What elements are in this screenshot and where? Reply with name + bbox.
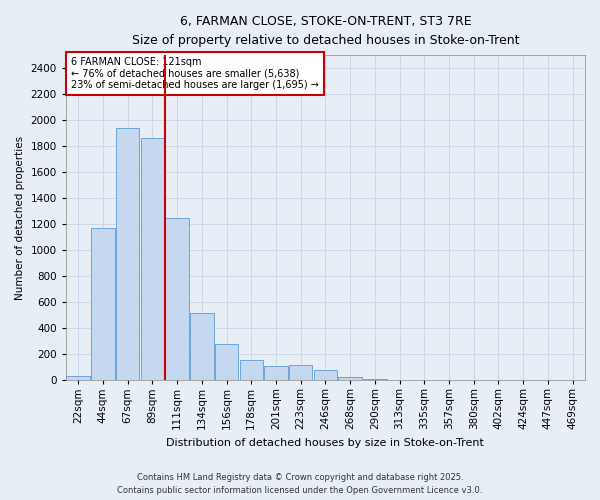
Bar bbox=[314, 370, 337, 380]
Bar bbox=[338, 377, 362, 380]
Text: Contains HM Land Registry data © Crown copyright and database right 2025.
Contai: Contains HM Land Registry data © Crown c… bbox=[118, 474, 482, 495]
Bar bbox=[264, 366, 288, 380]
Bar bbox=[215, 344, 238, 380]
Bar bbox=[289, 365, 313, 380]
Bar bbox=[190, 312, 214, 380]
Y-axis label: Number of detached properties: Number of detached properties bbox=[15, 136, 25, 300]
Text: 6 FARMAN CLOSE: 121sqm
← 76% of detached houses are smaller (5,638)
23% of semi-: 6 FARMAN CLOSE: 121sqm ← 76% of detached… bbox=[71, 56, 319, 90]
Bar bbox=[166, 218, 189, 380]
Bar bbox=[140, 138, 164, 380]
Bar bbox=[239, 360, 263, 380]
Title: 6, FARMAN CLOSE, STOKE-ON-TRENT, ST3 7RE
Size of property relative to detached h: 6, FARMAN CLOSE, STOKE-ON-TRENT, ST3 7RE… bbox=[131, 15, 519, 47]
Bar bbox=[91, 228, 115, 380]
Bar bbox=[67, 376, 90, 380]
Bar bbox=[116, 128, 139, 380]
Bar bbox=[363, 379, 386, 380]
X-axis label: Distribution of detached houses by size in Stoke-on-Trent: Distribution of detached houses by size … bbox=[166, 438, 484, 448]
